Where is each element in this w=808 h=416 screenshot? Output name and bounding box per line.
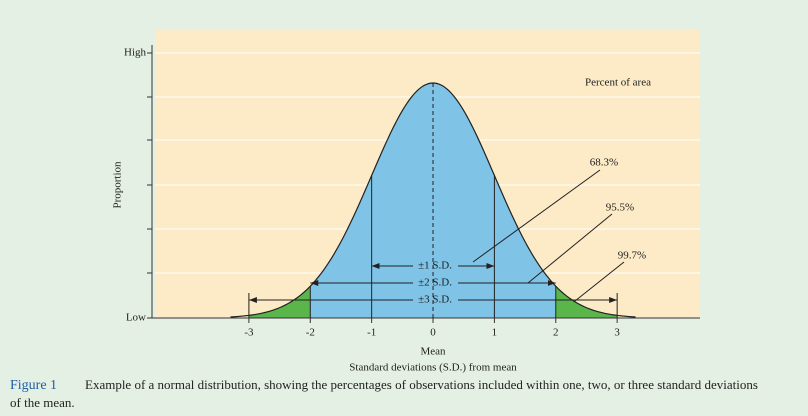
x-axis-label: Standard deviations (S.D.) from mean bbox=[349, 362, 517, 374]
x-tick-label: 1 bbox=[492, 327, 498, 339]
leader-line bbox=[527, 213, 613, 284]
caption-label: Figure 1 bbox=[10, 378, 57, 393]
legend-title: Percent of area bbox=[585, 77, 651, 89]
x-tick-label: 2 bbox=[553, 327, 559, 339]
x-tick-label: -2 bbox=[306, 327, 315, 339]
caption-text-cont: of the mean. bbox=[10, 395, 75, 410]
sd-label: ±2 S.D. bbox=[418, 277, 452, 289]
leader-line bbox=[472, 169, 601, 263]
y-axis-label: Proportion bbox=[112, 161, 124, 209]
percent-label: 95.5% bbox=[606, 202, 634, 214]
percent-label: 68.3% bbox=[590, 157, 618, 169]
percent-label: 99.7% bbox=[618, 250, 646, 262]
caption-text: Example of a normal distribution, showin… bbox=[85, 377, 758, 392]
mean-label: Mean bbox=[420, 346, 446, 358]
tail-area bbox=[248, 286, 311, 318]
y-low-label: Low bbox=[126, 312, 146, 324]
sd-label: ±1 S.D. bbox=[418, 260, 452, 272]
leader-line bbox=[574, 261, 625, 302]
tail-area bbox=[555, 286, 618, 318]
x-tick-label: -3 bbox=[244, 327, 254, 339]
x-tick-label: -1 bbox=[367, 327, 376, 339]
y-high-label: High bbox=[124, 47, 147, 59]
sd-label: ±3 S.D. bbox=[418, 294, 452, 306]
x-tick-label: 3 bbox=[614, 327, 620, 339]
x-tick-label: 0 bbox=[430, 327, 436, 339]
plot: -3 -2 -1 0 1 2 3 ±1 S.D. ±2 S.D. ±3 S.D. 68.3% 95.5… bbox=[155, 82, 700, 339]
